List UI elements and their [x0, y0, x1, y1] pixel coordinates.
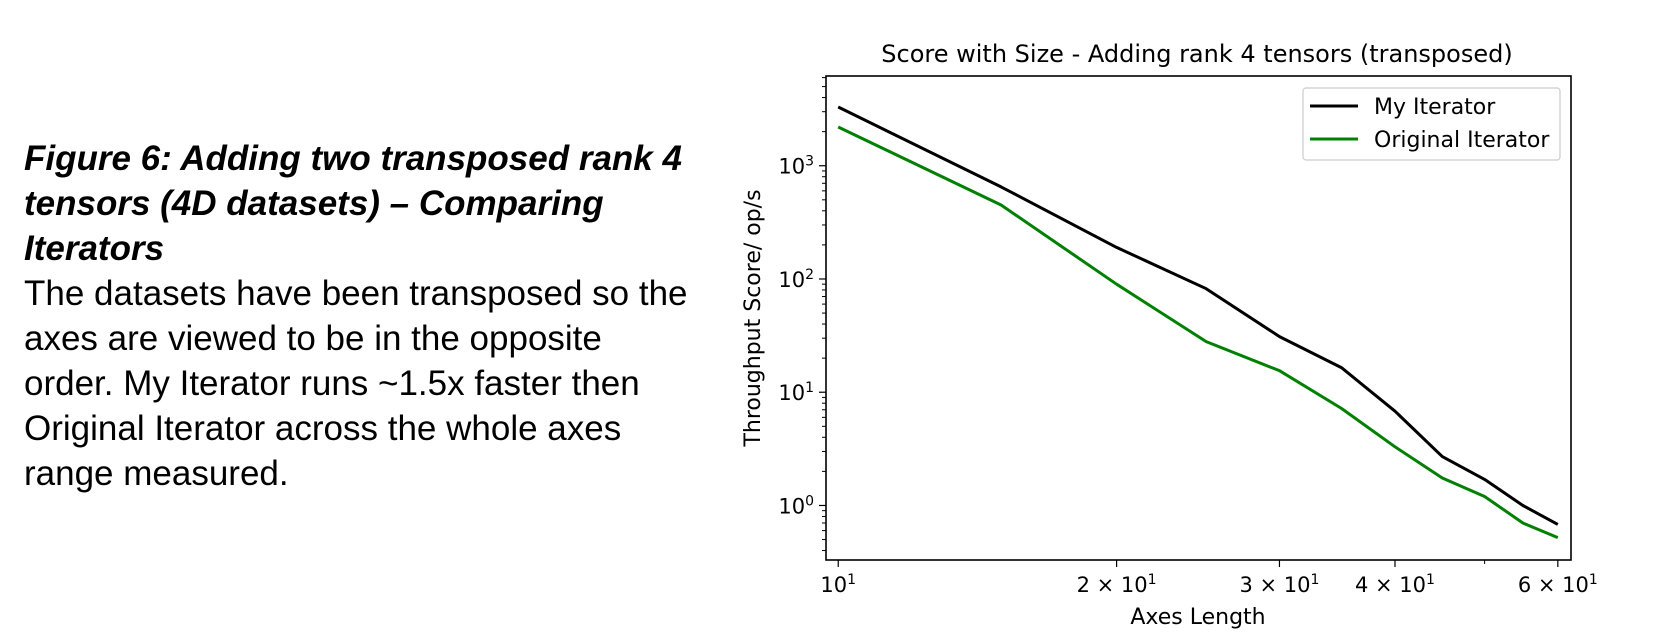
x-tick-label: 6 × 101	[1518, 572, 1598, 597]
y-axis-ticks: 100 101 102 103	[778, 154, 826, 518]
legend: My Iterator Original Iterator	[1302, 87, 1561, 161]
legend-label-original-iterator: Original Iterator	[1374, 128, 1550, 153]
y-tick-label: 103	[778, 154, 814, 179]
caption-body: The datasets have been transposed so the…	[24, 274, 688, 493]
y-axis-label: Throughput Score/ op/s	[741, 189, 766, 447]
x-axis-label: Axes Length	[1130, 605, 1265, 630]
chart-title: Score with Size - Adding rank 4 tensors …	[881, 40, 1512, 68]
legend-box	[1302, 87, 1561, 161]
x-axis-ticks: 101 2 × 101 3 × 101 4 × 101 6 × 101	[820, 560, 1598, 597]
caption-title: Figure 6: Adding two transposed rank 4 t…	[24, 139, 682, 268]
x-tick-label: 101	[820, 572, 856, 597]
series-line-original-iterator	[837, 125, 1559, 539]
legend-label-my-iterator: My Iterator	[1374, 95, 1496, 120]
y-tick-label: 101	[778, 380, 814, 405]
x-tick-label: 3 × 101	[1239, 572, 1319, 597]
plot-frame	[825, 75, 1572, 561]
x-tick-label: 4 × 101	[1355, 572, 1435, 597]
series-line-my-iterator	[837, 105, 1559, 526]
y-tick-label: 102	[778, 267, 814, 292]
y-tick-label: 100	[778, 493, 814, 518]
series-lines	[837, 105, 1559, 539]
x-tick-label: 2 × 101	[1077, 572, 1157, 597]
caption: Figure 6: Adding two transposed rank 4 t…	[24, 136, 694, 496]
